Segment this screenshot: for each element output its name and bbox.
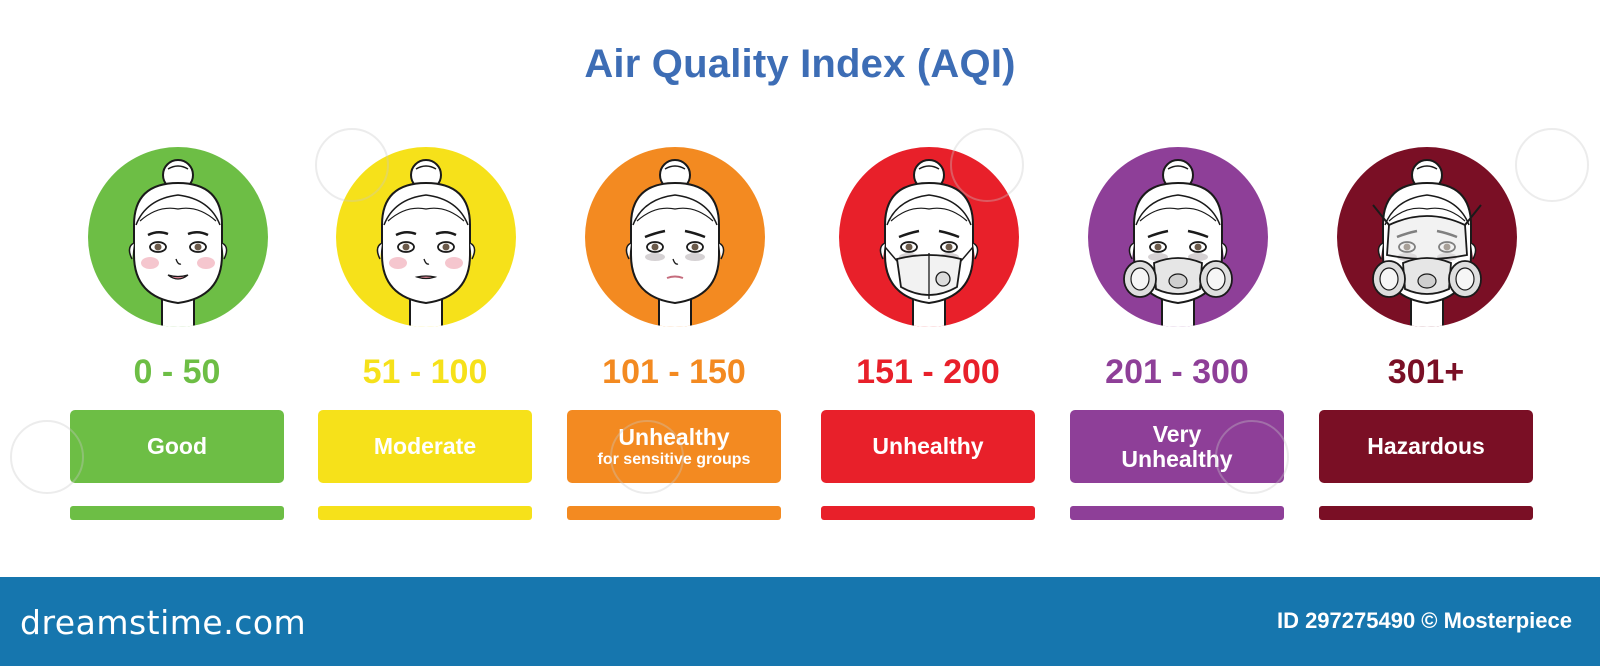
face-smile-icon	[88, 147, 268, 327]
footer-bar: dreamstime.com ID 297275490 © Mosterpiec…	[0, 577, 1600, 666]
category-box: Unhealthy	[821, 410, 1035, 483]
page-title: Air Quality Index (AQI)	[584, 42, 1016, 86]
aqi-level-hazardous: 301+ Hazardous	[1319, 0, 1533, 520]
range-label: 301+	[1387, 353, 1465, 391]
range-label: 0 - 50	[133, 353, 221, 391]
face-neutral-icon	[336, 147, 516, 327]
category-label: Very Unhealthy	[1121, 420, 1233, 472]
watermark-swirl-icon	[610, 420, 684, 494]
color-bar	[567, 506, 781, 520]
image-credit: ID 297275490 © Mosterpiece	[1276, 608, 1572, 633]
category-label: Good	[146, 433, 208, 459]
range-label: 51 - 100	[362, 353, 488, 391]
face-respirator-icon	[1088, 147, 1268, 327]
category-label: Moderate	[373, 433, 477, 459]
color-bar	[1070, 506, 1284, 520]
color-bar	[318, 506, 532, 520]
category-box: Good	[70, 410, 284, 483]
range-label: 201 - 300	[1105, 353, 1249, 391]
face-sad-icon	[585, 147, 765, 327]
watermark-swirl-icon	[315, 128, 389, 202]
range-label: 151 - 200	[856, 353, 1000, 391]
category-label: Hazardous	[1367, 433, 1485, 459]
watermark-swirl-icon	[1215, 420, 1289, 494]
watermark-swirl-icon	[950, 128, 1024, 202]
range-label: 101 - 150	[602, 353, 746, 391]
face-full-respirator-icon	[1337, 147, 1517, 327]
category-box: Moderate	[318, 410, 532, 483]
category-box: Hazardous	[1319, 410, 1533, 483]
face-mask-icon	[839, 147, 1019, 327]
brand-logo: dreamstime.com	[20, 603, 307, 642]
aqi-level-very-unhealthy: 201 - 300 Very Unhealthy	[1070, 0, 1284, 520]
aqi-level-unhealthy: 151 - 200 Unhealthy	[821, 0, 1035, 520]
watermark-swirl-icon	[10, 420, 84, 494]
color-bar	[70, 506, 284, 520]
aqi-level-good: 0 - 50 Good	[70, 0, 284, 520]
color-bar	[821, 506, 1035, 520]
aqi-level-moderate: 51 - 100 Moderate	[318, 0, 532, 520]
category-label: Unhealthy	[872, 433, 984, 459]
watermark-swirl-icon	[1515, 128, 1589, 202]
color-bar	[1319, 506, 1533, 520]
